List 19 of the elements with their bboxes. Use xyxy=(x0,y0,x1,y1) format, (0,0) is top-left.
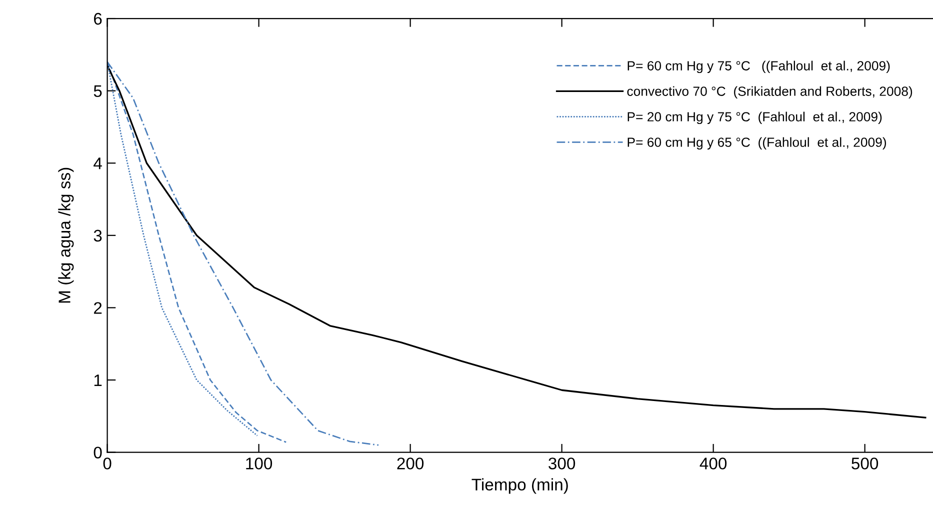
legend-label: P= 60 cm Hg y 65 °C ((Fahloul et al., 2009) xyxy=(628,137,886,150)
x-tick-label: 200 xyxy=(397,458,424,470)
legend-label: P= 60 cm Hg y 75 °C ((Fahloul et al., 2009) xyxy=(628,60,890,74)
x-tick-label: 300 xyxy=(548,458,576,470)
y-axis-title: M (kg agua /kg ss) xyxy=(58,168,74,303)
x-tick-label: 0 xyxy=(103,458,112,470)
x-axis-title: Tiempo (min) xyxy=(472,478,568,494)
y-tick-label: 0 xyxy=(94,446,102,458)
y-tick-label: 4 xyxy=(94,158,102,170)
legend-label: convectivo 70 °C (Srikiatden and Roberts, 2008) xyxy=(627,86,912,99)
y-tick-label: 1 xyxy=(94,374,102,386)
x-tick-label: 400 xyxy=(700,458,727,470)
y-tick-label: 5 xyxy=(94,85,102,98)
y-tick-label: 2 xyxy=(94,302,102,314)
x-tick-label: 100 xyxy=(246,458,272,470)
y-tick-label: 6 xyxy=(94,12,102,25)
x-tick-label: 500 xyxy=(852,458,878,470)
legend-label: P= 20 cm Hg y 75 °C (Fahloul et al., 2009) xyxy=(628,112,882,124)
y-tick-label: 3 xyxy=(94,230,102,242)
